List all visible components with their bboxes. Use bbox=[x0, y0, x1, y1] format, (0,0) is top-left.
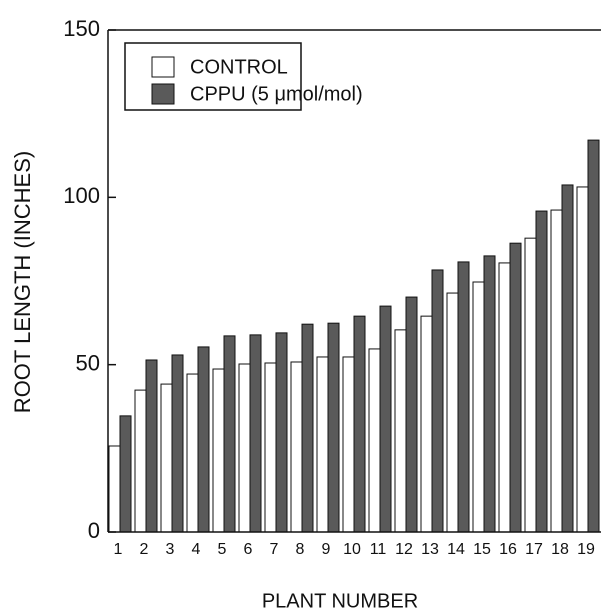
x-tick-label: 17 bbox=[525, 541, 543, 558]
x-tick-label: 15 bbox=[473, 541, 491, 558]
bar bbox=[535, 210, 548, 533]
bar bbox=[316, 356, 329, 533]
bar bbox=[550, 209, 563, 533]
bar bbox=[223, 335, 236, 533]
y-tick-label: 0 bbox=[88, 518, 100, 543]
x-tick-label: 18 bbox=[551, 541, 569, 558]
bar bbox=[353, 315, 366, 533]
bar bbox=[160, 383, 173, 533]
bar bbox=[290, 361, 303, 533]
x-axis-label: PLANT NUMBER bbox=[262, 590, 418, 612]
bar bbox=[108, 445, 121, 533]
x-tick-label: 9 bbox=[322, 541, 331, 558]
bar bbox=[576, 186, 589, 533]
bar bbox=[472, 281, 485, 533]
bar bbox=[431, 269, 444, 533]
bar bbox=[212, 368, 225, 533]
y-tick-label: 100 bbox=[63, 183, 100, 208]
legend-swatch bbox=[151, 83, 175, 105]
bar bbox=[145, 359, 158, 533]
bar bbox=[587, 139, 600, 533]
bar bbox=[405, 296, 418, 533]
bar bbox=[264, 362, 277, 533]
y-axis-label: ROOT LENGTH (INCHES) bbox=[10, 151, 35, 413]
x-tick-label: 6 bbox=[244, 541, 253, 558]
x-tick-label: 5 bbox=[218, 541, 227, 558]
x-tick-label: 13 bbox=[421, 541, 439, 558]
y-tick-label: 50 bbox=[76, 350, 100, 375]
bar bbox=[483, 255, 496, 533]
bar bbox=[498, 262, 511, 533]
bar bbox=[524, 237, 537, 533]
bar bbox=[134, 389, 147, 533]
bar bbox=[197, 346, 210, 533]
bar bbox=[446, 292, 459, 533]
bar bbox=[275, 332, 288, 533]
bar bbox=[379, 305, 392, 533]
bar bbox=[457, 261, 470, 533]
x-tick-label: 16 bbox=[499, 541, 517, 558]
x-tick-label: 2 bbox=[140, 541, 149, 558]
bar bbox=[342, 356, 355, 533]
x-tick-label: 12 bbox=[395, 541, 413, 558]
bar bbox=[420, 315, 433, 533]
bar bbox=[301, 323, 314, 533]
bar bbox=[171, 354, 184, 533]
x-tick-label: 10 bbox=[343, 541, 361, 558]
bar bbox=[561, 184, 574, 533]
bar bbox=[368, 348, 381, 533]
legend-label: CONTROL bbox=[190, 56, 288, 78]
x-tick-label: 1 bbox=[114, 541, 123, 558]
x-tick-label: 14 bbox=[447, 541, 465, 558]
x-tick-label: 7 bbox=[270, 541, 279, 558]
bar bbox=[249, 334, 262, 533]
bar bbox=[394, 329, 407, 533]
x-tick-label: 8 bbox=[296, 541, 305, 558]
legend-label: CPPU (5 μmol/mol) bbox=[190, 83, 363, 105]
legend-swatch bbox=[151, 56, 175, 78]
x-tick-label: 3 bbox=[166, 541, 175, 558]
x-tick-label: 19 bbox=[577, 541, 595, 558]
y-tick-label: 150 bbox=[63, 16, 100, 41]
bar bbox=[509, 242, 522, 533]
x-tick-label: 4 bbox=[192, 541, 201, 558]
x-tick-label: 11 bbox=[370, 541, 387, 558]
bar bbox=[238, 363, 251, 533]
bar bbox=[327, 322, 340, 533]
bar bbox=[119, 415, 132, 533]
bar bbox=[186, 373, 199, 533]
